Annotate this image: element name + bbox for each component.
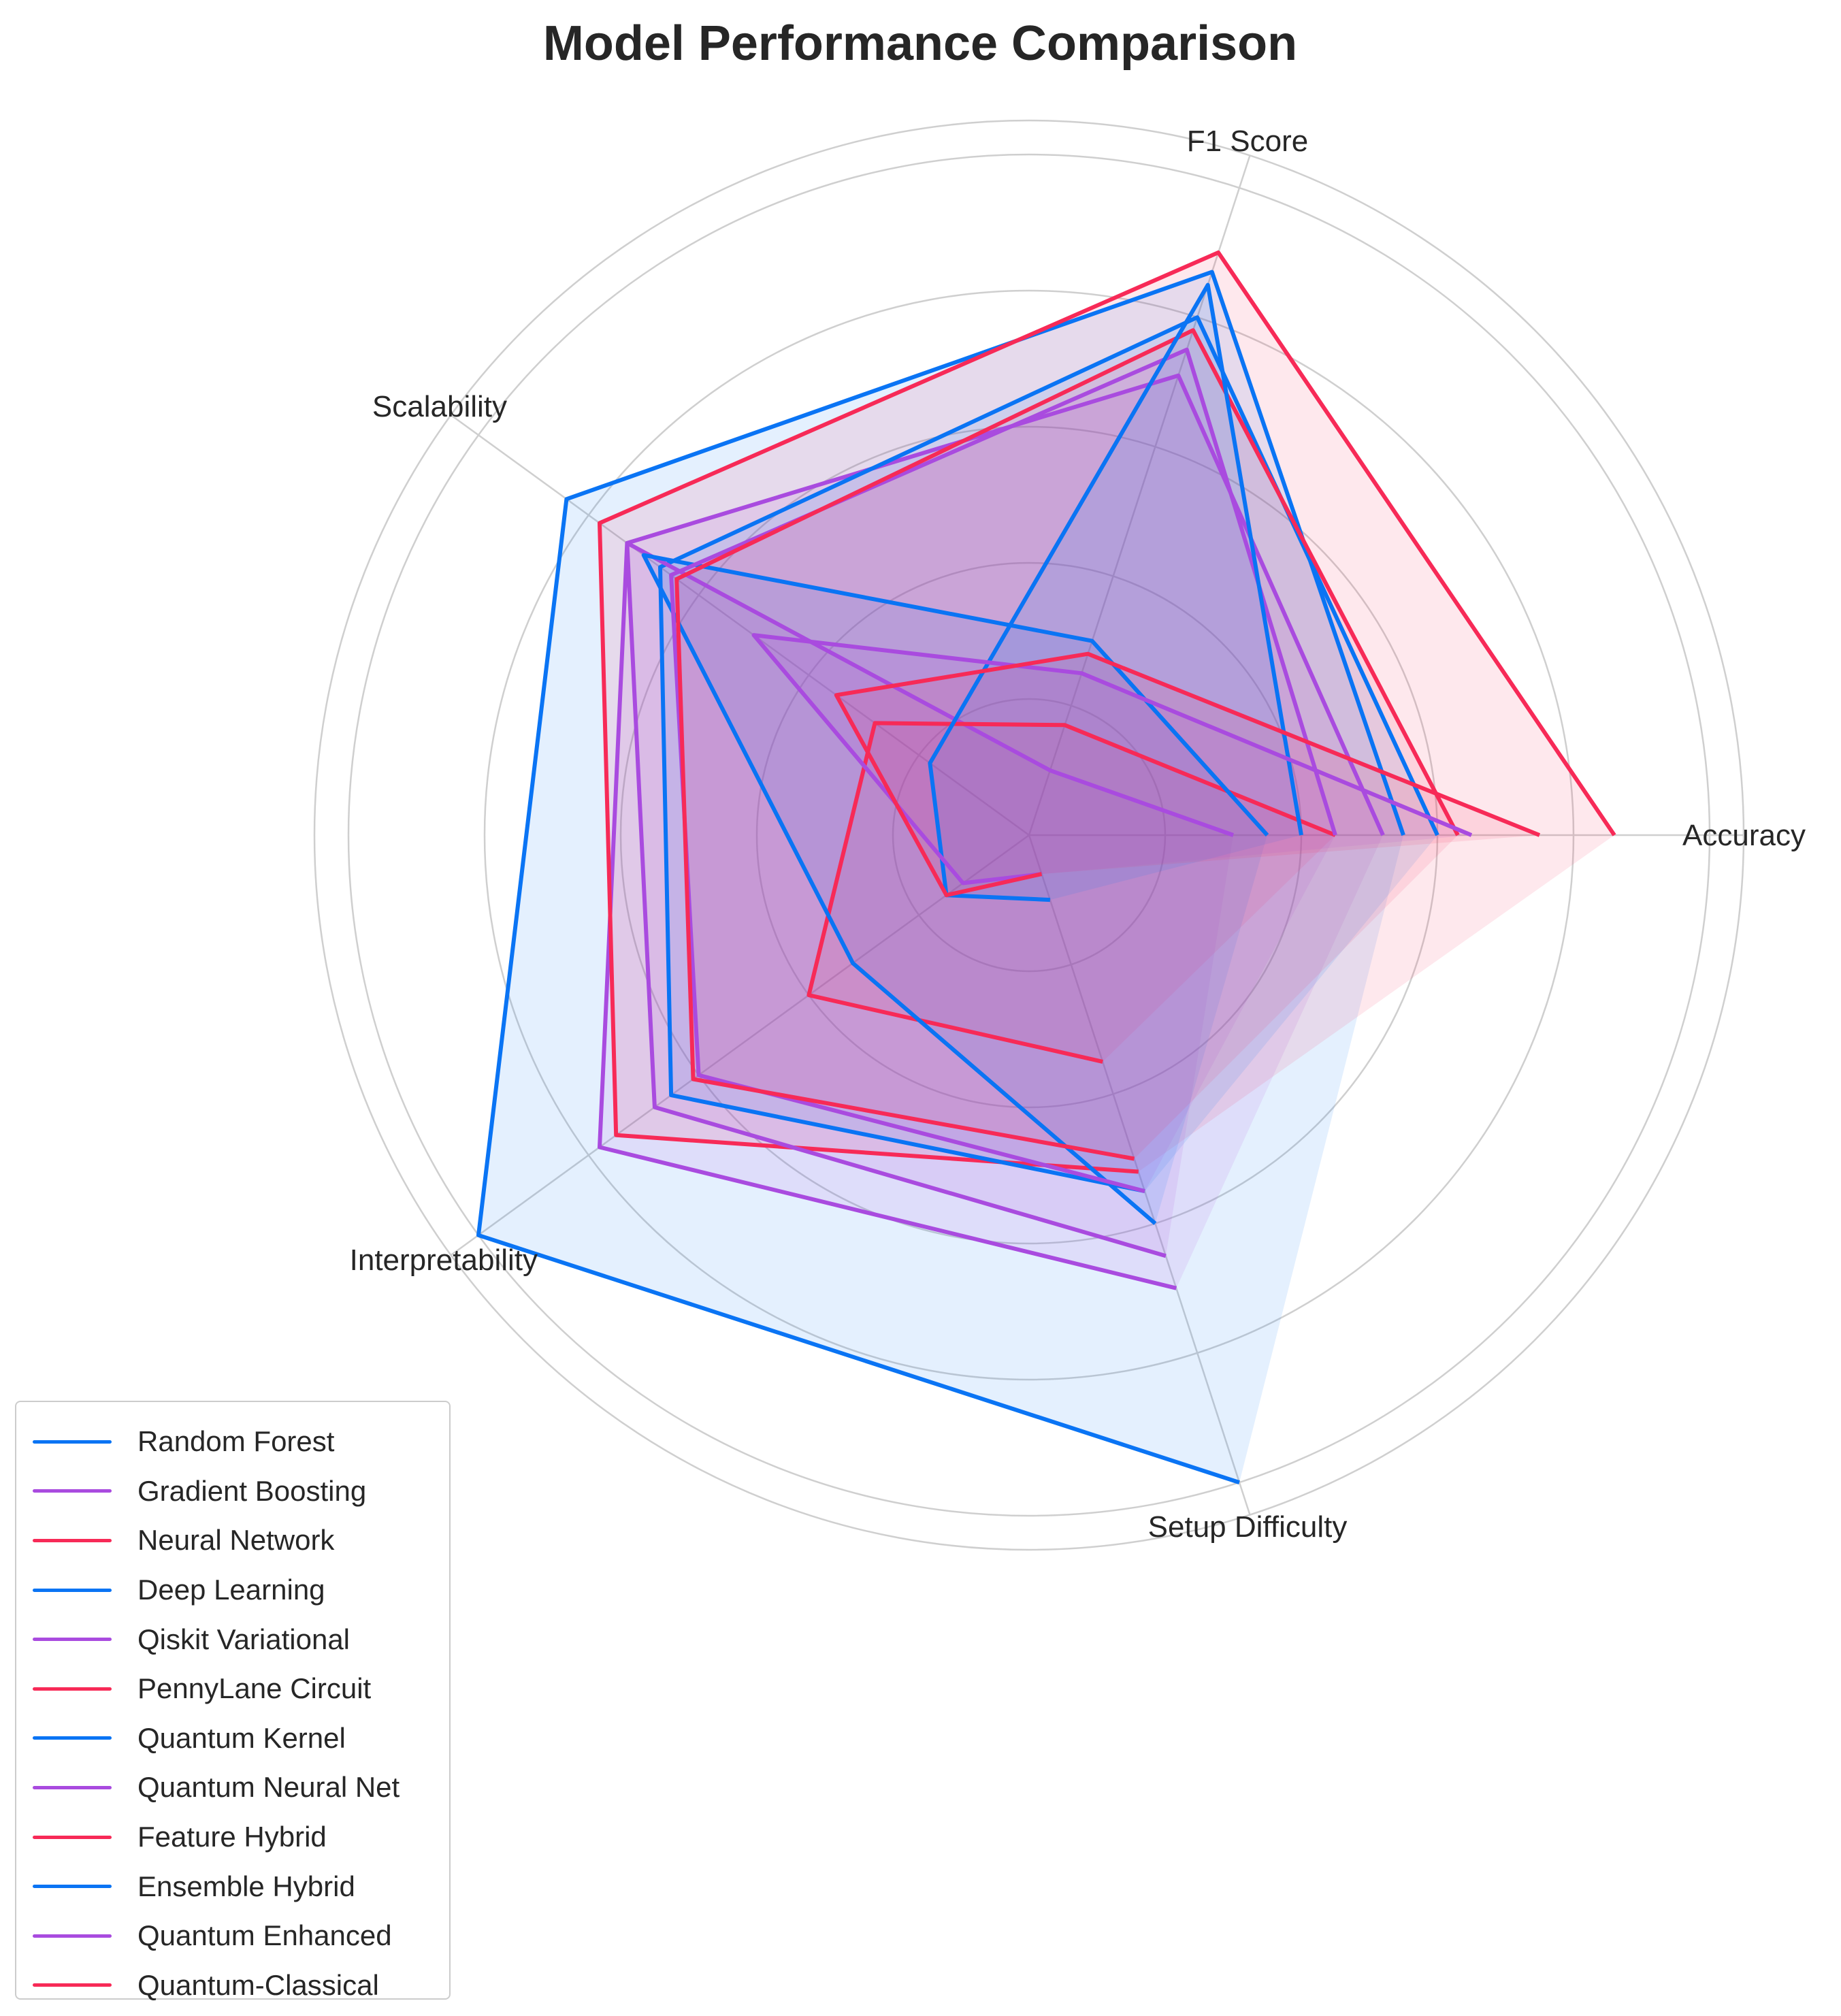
axis-label-interpretability: Interpretability (350, 1243, 538, 1277)
axis-label-scalability: Scalability (372, 390, 507, 423)
legend-label: Random Forest (137, 1425, 335, 1458)
legend-label: Deep Learning (137, 1574, 325, 1606)
series-area-quantum-kernel (643, 555, 1267, 1224)
series-line-random-forest (476, 270, 1405, 1484)
legend-swatch (33, 1934, 112, 1938)
legend-swatch (33, 1835, 112, 1839)
legend-label: Quantum Enhanced (137, 1919, 392, 1952)
series-group (476, 250, 1616, 1484)
series-line-quantum-enhanced (751, 633, 1473, 885)
legend-item-ensemble-hybrid: Ensemble Hybrid (33, 1861, 449, 1911)
series-line-feature-hybrid (674, 328, 1460, 1161)
legend-item-feature-hybrid: Feature Hybrid (33, 1812, 449, 1862)
series-area-qiskit-variational (627, 542, 1233, 1256)
legend-label: Qiskit Variational (137, 1623, 351, 1655)
legend-item-pennylane-circuit: PennyLane Circuit (33, 1664, 449, 1714)
legend-item-quantum-kernel: Quantum Kernel (33, 1714, 449, 1763)
legend-swatch (33, 1489, 112, 1493)
legend-swatch (33, 1885, 112, 1889)
series-line-quantum-kernel (641, 553, 1269, 1225)
legend-swatch (33, 1983, 112, 1987)
series-area-quantum-enhanced (753, 635, 1471, 883)
legend-label: Ensemble Hybrid (137, 1870, 355, 1902)
legend-item-deep-learning: Deep Learning (33, 1565, 449, 1615)
series-area-gradient-boosting (600, 375, 1383, 1288)
legend-label: Quantum Neural Net (137, 1771, 400, 1804)
legend-item-gradient-boosting: Gradient Boosting (33, 1467, 449, 1516)
series-area-quantum-neural-net (671, 349, 1335, 1192)
legend-label: Feature Hybrid (137, 1821, 327, 1853)
axis-labels: Accuracy F1 Score Setup Difficulty Inter… (350, 125, 1806, 1544)
legend-swatch (33, 1638, 112, 1642)
series-area-neural-network (600, 253, 1614, 1172)
grid-spoke (450, 414, 1030, 836)
grid-spoke (450, 834, 1030, 1256)
legend-label: Gradient Boosting (137, 1474, 367, 1507)
series-line-ensemble-hybrid (928, 282, 1303, 903)
legend-swatch (33, 1785, 112, 1789)
series-area-pennylane-circuit (809, 723, 1335, 1062)
grid-spoke (1028, 834, 1251, 1515)
legend-item-neural-network: Neural Network (33, 1516, 449, 1565)
legend-item-quantum-enhanced: Quantum Enhanced (33, 1911, 449, 1961)
legend-swatch (33, 1736, 112, 1740)
legend-item-qiskit-variational: Qiskit Variational (33, 1614, 449, 1664)
legend-swatch (33, 1440, 112, 1444)
series-area-feature-hybrid (677, 330, 1459, 1159)
legend-label: Quantum Kernel (137, 1721, 346, 1754)
legend-label: Neural Network (137, 1524, 335, 1557)
legend-item-quantum-neural-net: Quantum Neural Net (33, 1763, 449, 1812)
series-line-qiskit-variational (625, 540, 1234, 1258)
series-line-quantum-classical (834, 651, 1541, 898)
legend-item-random-forest: Random Forest (33, 1417, 449, 1467)
axis-label-f1-score: F1 Score (1187, 125, 1309, 158)
chart-title: Model Performance Comparison (543, 16, 1297, 71)
radar-grid (313, 119, 1745, 1551)
legend-swatch (33, 1687, 112, 1691)
series-line-quantum-neural-net (669, 347, 1337, 1194)
axis-label-setup-difficulty: Setup Difficulty (1148, 1510, 1348, 1544)
legend: Random Forest Gradient Boosting Neural Net… (15, 1401, 451, 2001)
series-line-pennylane-circuit (807, 721, 1337, 1064)
legend-swatch (33, 1538, 112, 1542)
axis-label-accuracy: Accuracy (1682, 819, 1806, 852)
series-area-random-forest (478, 272, 1403, 1483)
grid-spoke (1028, 155, 1251, 836)
legend-label: Quantum-Classical (137, 1968, 379, 2001)
legend-label: PennyLane Circuit (137, 1672, 372, 1705)
legend-item-quantum-classical: Quantum-Classical (33, 1961, 449, 2011)
legend-swatch (33, 1588, 112, 1592)
